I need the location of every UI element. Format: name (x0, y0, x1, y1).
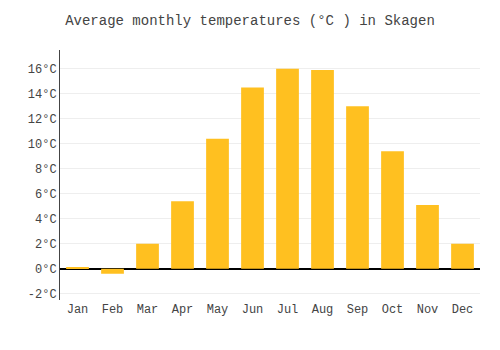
svg-text:12°C: 12°C (28, 113, 57, 127)
svg-text:Sep: Sep (347, 303, 369, 317)
svg-text:6°C: 6°C (35, 188, 57, 202)
svg-text:Jan: Jan (67, 303, 89, 317)
svg-text:Nov: Nov (417, 303, 439, 317)
svg-text:Apr: Apr (172, 303, 194, 317)
svg-text:Oct: Oct (382, 303, 404, 317)
svg-text:Aug: Aug (312, 303, 334, 317)
svg-text:Feb: Feb (102, 303, 124, 317)
svg-text:Jul: Jul (277, 303, 299, 317)
svg-text:14°C: 14°C (28, 88, 57, 102)
svg-text:May: May (207, 303, 229, 317)
svg-text:16°C: 16°C (28, 63, 57, 77)
svg-text:0°C: 0°C (35, 263, 57, 277)
svg-text:Dec: Dec (452, 303, 474, 317)
svg-text:Jun: Jun (242, 303, 264, 317)
svg-text:10°C: 10°C (28, 138, 57, 152)
svg-text:-2°C: -2°C (28, 288, 57, 302)
svg-text:Mar: Mar (137, 303, 159, 317)
svg-text:8°C: 8°C (35, 163, 57, 177)
svg-text:4°C: 4°C (35, 213, 57, 227)
svg-text:2°C: 2°C (35, 238, 57, 252)
svg-text:Average monthly temperatures (: Average monthly temperatures (°C ) in Sk… (65, 13, 435, 29)
